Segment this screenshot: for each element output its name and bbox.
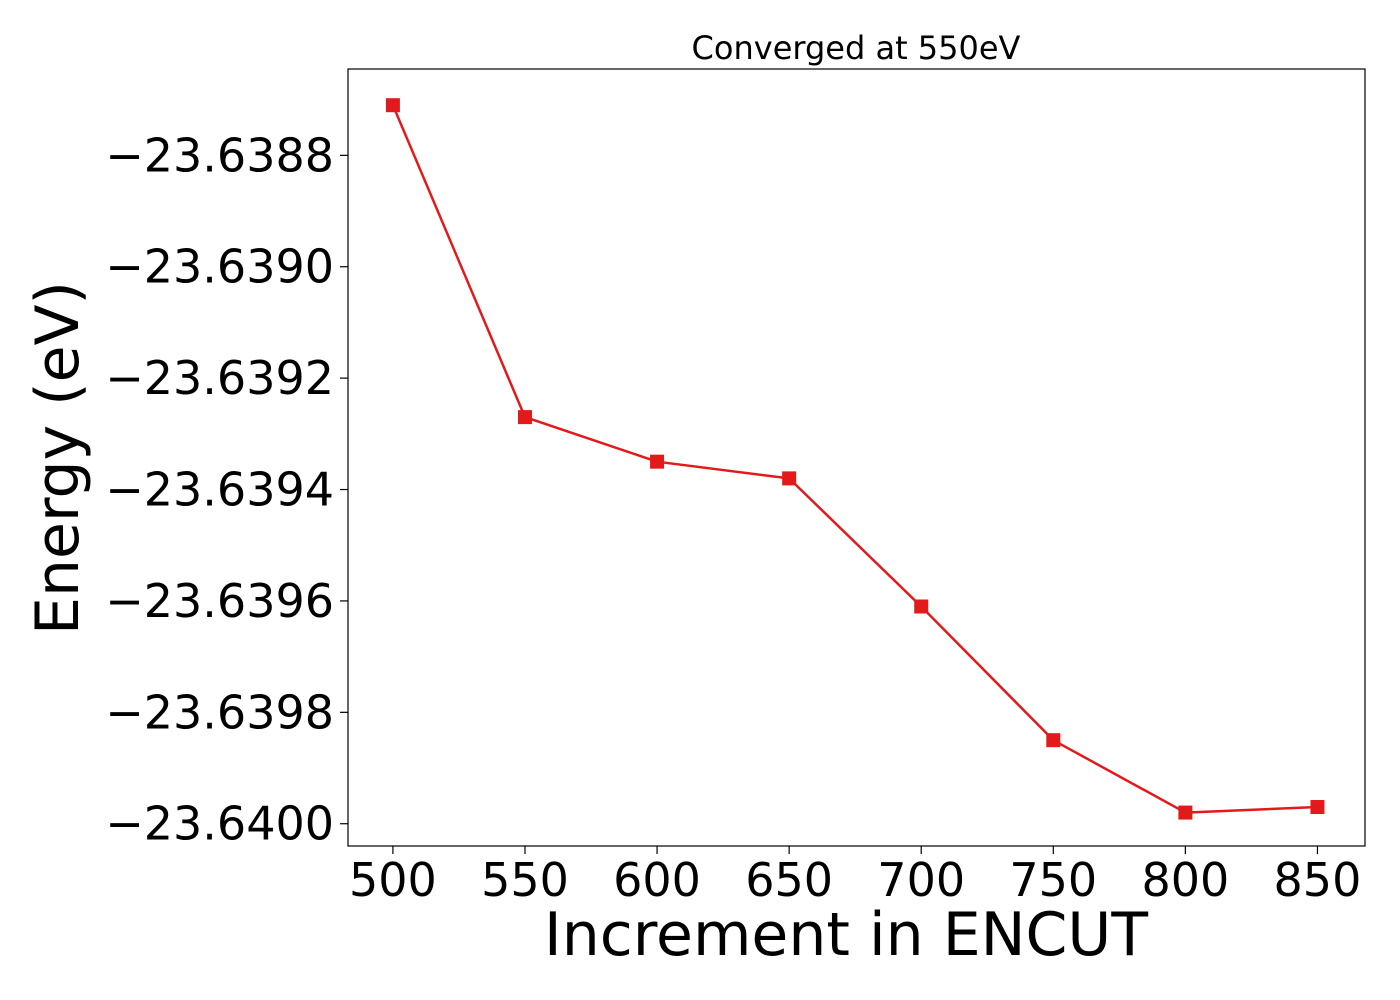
x-tick-label: 700	[877, 853, 965, 907]
data-point-marker	[782, 471, 797, 486]
x-tick-label: 600	[613, 853, 701, 907]
data-point-marker	[1046, 733, 1061, 748]
y-tick-label: −23.6388	[105, 128, 334, 182]
x-tick-label: 650	[745, 853, 833, 907]
x-tick-label: 500	[349, 853, 437, 907]
data-point-marker	[650, 454, 665, 469]
plot-area	[347, 68, 1366, 847]
x-tick-label: 850	[1274, 853, 1362, 907]
y-tick-label: −23.6392	[105, 351, 334, 405]
y-tick-label: −23.6394	[105, 463, 334, 517]
data-point-marker	[1310, 800, 1325, 815]
y-axis-label: Energy (eV)	[23, 281, 93, 635]
y-tick-label: −23.6396	[105, 574, 334, 628]
data-point-marker	[517, 410, 532, 425]
data-point-marker	[385, 98, 400, 113]
series-layer	[385, 98, 1325, 820]
x-tick-label: 800	[1141, 853, 1229, 907]
y-axis: −23.6388 −23.6390 −23.6392 −23.6394 −23.6396…	[105, 128, 348, 851]
series-line	[391, 104, 1318, 814]
chart-title: Converged at 550eV	[692, 29, 1021, 67]
data-point-marker	[1178, 805, 1193, 820]
x-axis-label: Increment in ENCUT	[544, 900, 1148, 970]
x-tick-label: 750	[1009, 853, 1097, 907]
x-tick-label: 550	[481, 853, 569, 907]
y-tick-label: −23.6398	[105, 685, 334, 739]
x-axis: 500 550 600 650 700 750 800 850	[349, 846, 1361, 907]
y-tick-label: −23.6400	[105, 797, 334, 851]
data-point-marker	[914, 599, 929, 614]
y-tick-label: −23.6390	[105, 240, 334, 294]
